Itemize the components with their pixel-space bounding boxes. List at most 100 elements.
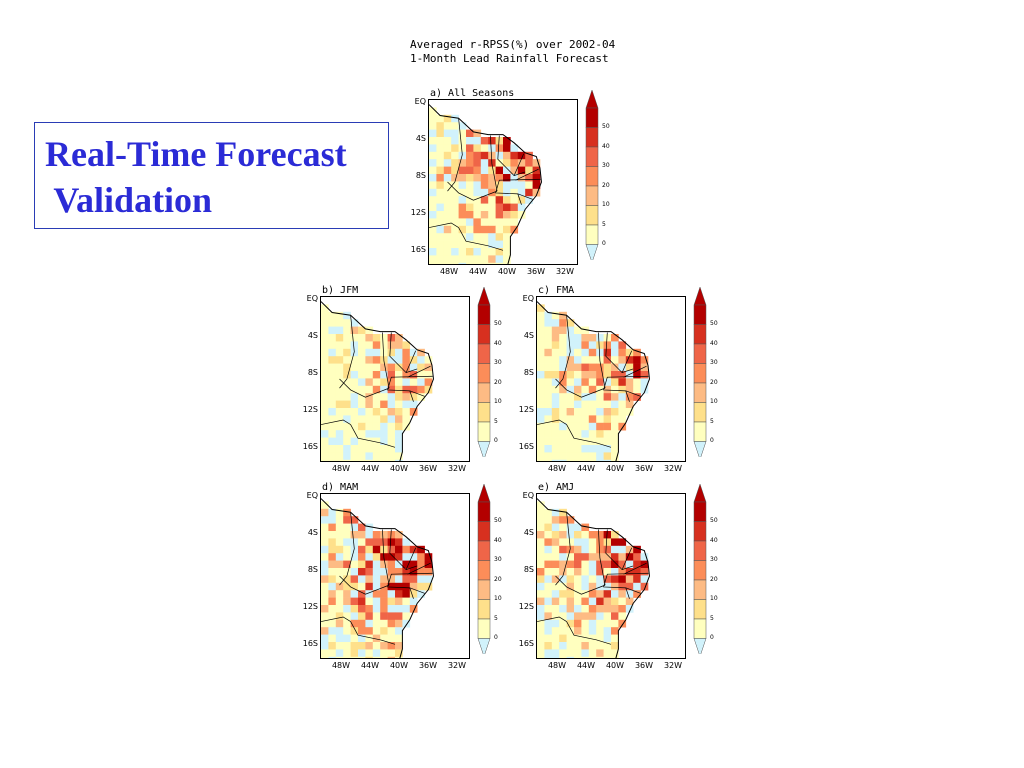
map-cell [559, 516, 567, 524]
map-cell [551, 422, 560, 431]
map-cell [566, 560, 575, 569]
map-cell [358, 452, 366, 461]
lon-tick-label: 36W [418, 661, 438, 670]
map-cell [343, 341, 351, 350]
map-cell [402, 422, 411, 431]
lon-tick-label: 32W [663, 464, 683, 473]
map-cell [328, 656, 337, 658]
map-cell [473, 218, 482, 227]
map-cell [443, 122, 452, 130]
colorbar-segment [477, 618, 491, 639]
state-border [339, 315, 355, 389]
map-cell [321, 341, 329, 350]
state-border [605, 332, 634, 374]
map-cell [559, 523, 567, 532]
lon-tick-label: 40W [389, 661, 409, 670]
map-cell [395, 649, 403, 658]
map-cell [537, 304, 545, 313]
map-cell [335, 422, 344, 431]
map-cell [574, 400, 582, 409]
map-cell [611, 356, 619, 364]
map-cell [603, 656, 612, 658]
map-cell [603, 415, 612, 424]
colorbar-segment [693, 521, 707, 542]
map-cell [503, 174, 511, 182]
map-cell [581, 568, 590, 576]
map-cell [551, 385, 560, 394]
rpss-map [321, 301, 434, 461]
map-cell [611, 619, 619, 628]
map-cell [466, 174, 474, 182]
map-cell [566, 590, 575, 598]
colorbar-label: 0 [710, 634, 714, 641]
map-cell [544, 634, 553, 643]
map-cell [395, 452, 403, 461]
map-cell [424, 371, 433, 379]
map-cell [466, 144, 474, 153]
map-cell [480, 188, 489, 197]
map-cell [409, 400, 418, 409]
map-cell [395, 634, 403, 643]
map-cell [458, 159, 467, 167]
map-cell [443, 255, 452, 264]
map-cell [343, 649, 351, 658]
state-border [339, 575, 390, 595]
colorbar-segment [477, 363, 491, 384]
map-cell [537, 656, 545, 658]
map-cell [574, 523, 582, 532]
map-cell [618, 422, 627, 431]
map-cell [473, 262, 482, 264]
map-cell [544, 553, 553, 561]
coastline [429, 104, 542, 264]
colorbar-label: 20 [710, 575, 718, 583]
map-cell [537, 568, 545, 576]
map-cell [544, 568, 553, 576]
map-cell [488, 188, 496, 197]
colorbar-bottom-triangle [693, 638, 707, 658]
map-cell [581, 597, 590, 606]
state-border [621, 547, 633, 570]
map-cell [488, 240, 496, 249]
map-cell [350, 590, 359, 598]
map-cell [451, 240, 459, 249]
map-cell [559, 459, 567, 461]
map-cell [321, 385, 329, 394]
map-cell [321, 560, 329, 569]
map-cell [525, 196, 533, 204]
map-cell [503, 188, 511, 197]
map-cell [588, 612, 597, 621]
map-cell [358, 575, 366, 584]
map-cell [625, 348, 634, 357]
map-cell [343, 408, 351, 416]
map-cell [510, 151, 519, 160]
state-border [387, 375, 433, 397]
map-cell [335, 452, 344, 461]
map-cell [537, 516, 545, 524]
map-cell [510, 174, 519, 182]
map-cell [451, 225, 459, 234]
map-cell [537, 545, 545, 554]
map-cell [559, 649, 567, 658]
map-cell [335, 508, 344, 517]
map-cell [480, 151, 489, 160]
map-cell [551, 437, 560, 446]
lat-tick-label: 16S [410, 245, 426, 254]
map-cell [566, 553, 575, 561]
map-cell [640, 385, 649, 394]
map-cell [350, 568, 359, 576]
map-cell [443, 240, 452, 249]
map-cell [380, 649, 388, 658]
map-cell [611, 334, 619, 342]
map-cell [328, 597, 337, 606]
state-border [603, 375, 649, 397]
map-cell [588, 619, 597, 628]
map-cell [551, 311, 560, 320]
map-cell [328, 371, 337, 379]
map-cell [350, 400, 359, 409]
map-cell [574, 656, 582, 658]
colorbar-segment [693, 382, 707, 403]
map-cell [566, 538, 575, 547]
map-cell [596, 619, 604, 628]
map-cell [372, 348, 381, 357]
map-cell [424, 553, 433, 561]
